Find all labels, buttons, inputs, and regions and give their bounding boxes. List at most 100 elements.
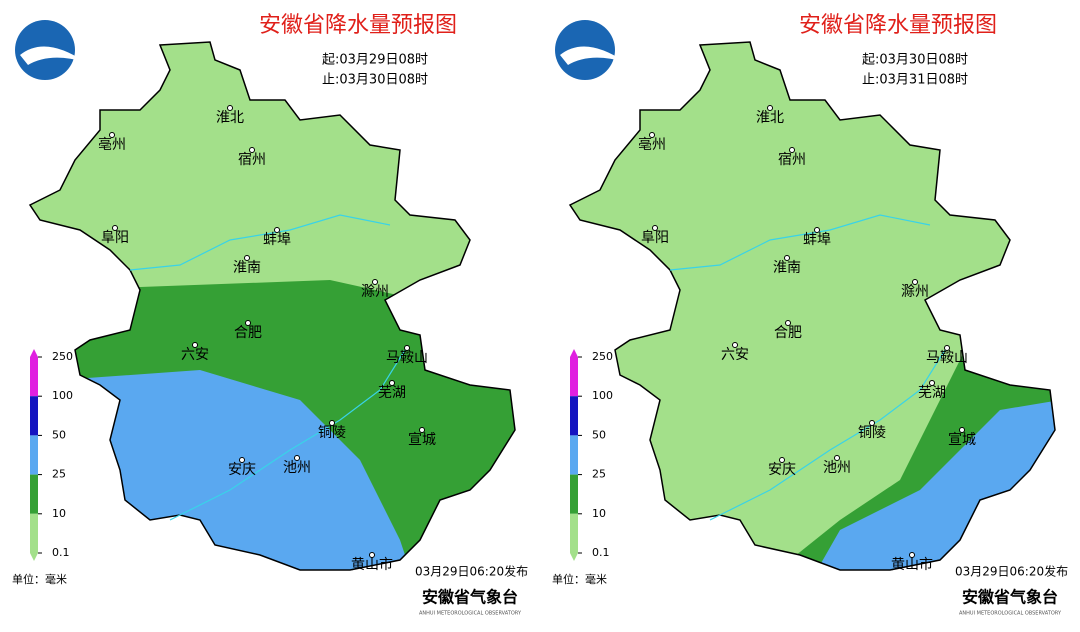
publisher-en: ANHUI METEOROLOGICAL OBSERVATORY [959,611,1062,617]
city-label: 蚌埠 [803,231,831,248]
city-dot [649,132,655,138]
city-label: 池州 [823,460,851,476]
city-dot [834,455,840,461]
city-dot [652,225,658,231]
legend-cap [570,349,578,357]
river [169,349,406,521]
city-label: 蚌埠 [263,231,291,248]
city-dot [869,420,875,426]
city-label: 安庆 [228,462,256,478]
city-label: 亳州 [638,136,666,153]
legend-swatch [570,513,578,553]
city-dot [109,132,115,138]
legend-label: 25 [52,468,66,481]
publisher-en: ANHUI METEOROLOGICAL OBSERVATORY [419,611,522,617]
city-dot [909,552,915,558]
city-dot [732,342,738,348]
legend-label: 0.1 [52,546,70,559]
city-dot [294,455,300,461]
unit: 单位：毫米 [552,572,607,586]
city-label: 滁州 [361,284,389,300]
province-outline [28,41,516,571]
city-dot [369,552,375,558]
legend-label: 100 [52,389,73,402]
city-dot [244,255,250,261]
legend-swatch [30,396,38,436]
legend-swatch [570,435,578,475]
rain-regions [60,280,515,570]
legend-cap [30,349,38,357]
legend-swatch [570,357,578,397]
city-dot [112,225,118,231]
city-dot [779,457,785,463]
city-label: 马鞍山 [926,350,968,366]
city-label: 芜湖 [918,384,946,401]
city-label: 池州 [283,460,311,476]
city-dot [227,105,233,111]
city-label: 合肥 [234,325,262,341]
city-dot [789,147,795,153]
start-time: 起:03月30日08时 [862,53,968,68]
city-label: 宿州 [238,151,266,168]
city-label: 淮南 [773,260,801,276]
river [669,214,931,271]
issued: 03月29日06:20发布 [415,564,528,579]
legend-cap [30,553,38,561]
city-label: 阜阳 [101,229,129,246]
city-label: 宣城 [408,432,436,448]
legend-label: 10 [52,507,66,520]
city-dot [959,427,965,433]
city-dot [329,420,335,426]
legend-label: 250 [52,350,73,363]
legend-swatch [30,435,38,475]
city-label: 宣城 [948,432,976,448]
unit: 单位：毫米 [12,572,67,586]
city-dot [784,255,790,261]
title: 安徽省降水量预报图 [259,13,457,38]
city-label: 六安 [181,347,209,363]
start-time: 起:03月29日08时 [322,53,428,68]
rain-region [800,400,1055,570]
city-label: 六安 [721,347,749,363]
city-label: 安庆 [768,462,796,478]
city-label: 淮北 [756,110,784,126]
end-time: 止:03月30日08时 [322,73,428,88]
legend-label: 50 [592,428,606,441]
issued: 03月29日06:20发布 [955,564,1068,579]
legend-label: 100 [592,389,613,402]
city-label: 合肥 [774,325,802,341]
city-dot [249,147,255,153]
city-dot [912,279,918,285]
city-label: 马鞍山 [386,350,428,366]
city-dot [274,227,280,233]
province-outline [568,41,1056,571]
legend-label: 25 [592,468,606,481]
legend-label: 10 [592,507,606,520]
publisher: 安徽省气象台 [422,588,518,607]
city-label: 亳州 [98,136,126,153]
city-label: 滁州 [901,284,929,300]
city-label: 阜阳 [641,229,669,246]
city-dot [767,105,773,111]
city-label: 铜陵 [318,425,346,441]
legend-cap [570,553,578,561]
logo-swoosh [560,46,625,65]
legend-swatch [30,357,38,397]
logo-swoosh [20,46,85,65]
city-dot [239,457,245,463]
city-label: 淮北 [216,110,244,126]
city-dot [389,380,395,386]
city-dot [192,342,198,348]
city-dot [372,279,378,285]
city-dot [814,227,820,233]
city-label: 黄山市 [351,556,393,573]
legend-label: 250 [592,350,613,363]
city-label: 铜陵 [858,425,886,441]
legend-swatch [30,513,38,553]
city-dot [245,320,251,326]
legend-swatch [570,474,578,514]
city-dot [404,345,410,351]
end-time: 止:03月31日08时 [862,73,968,88]
